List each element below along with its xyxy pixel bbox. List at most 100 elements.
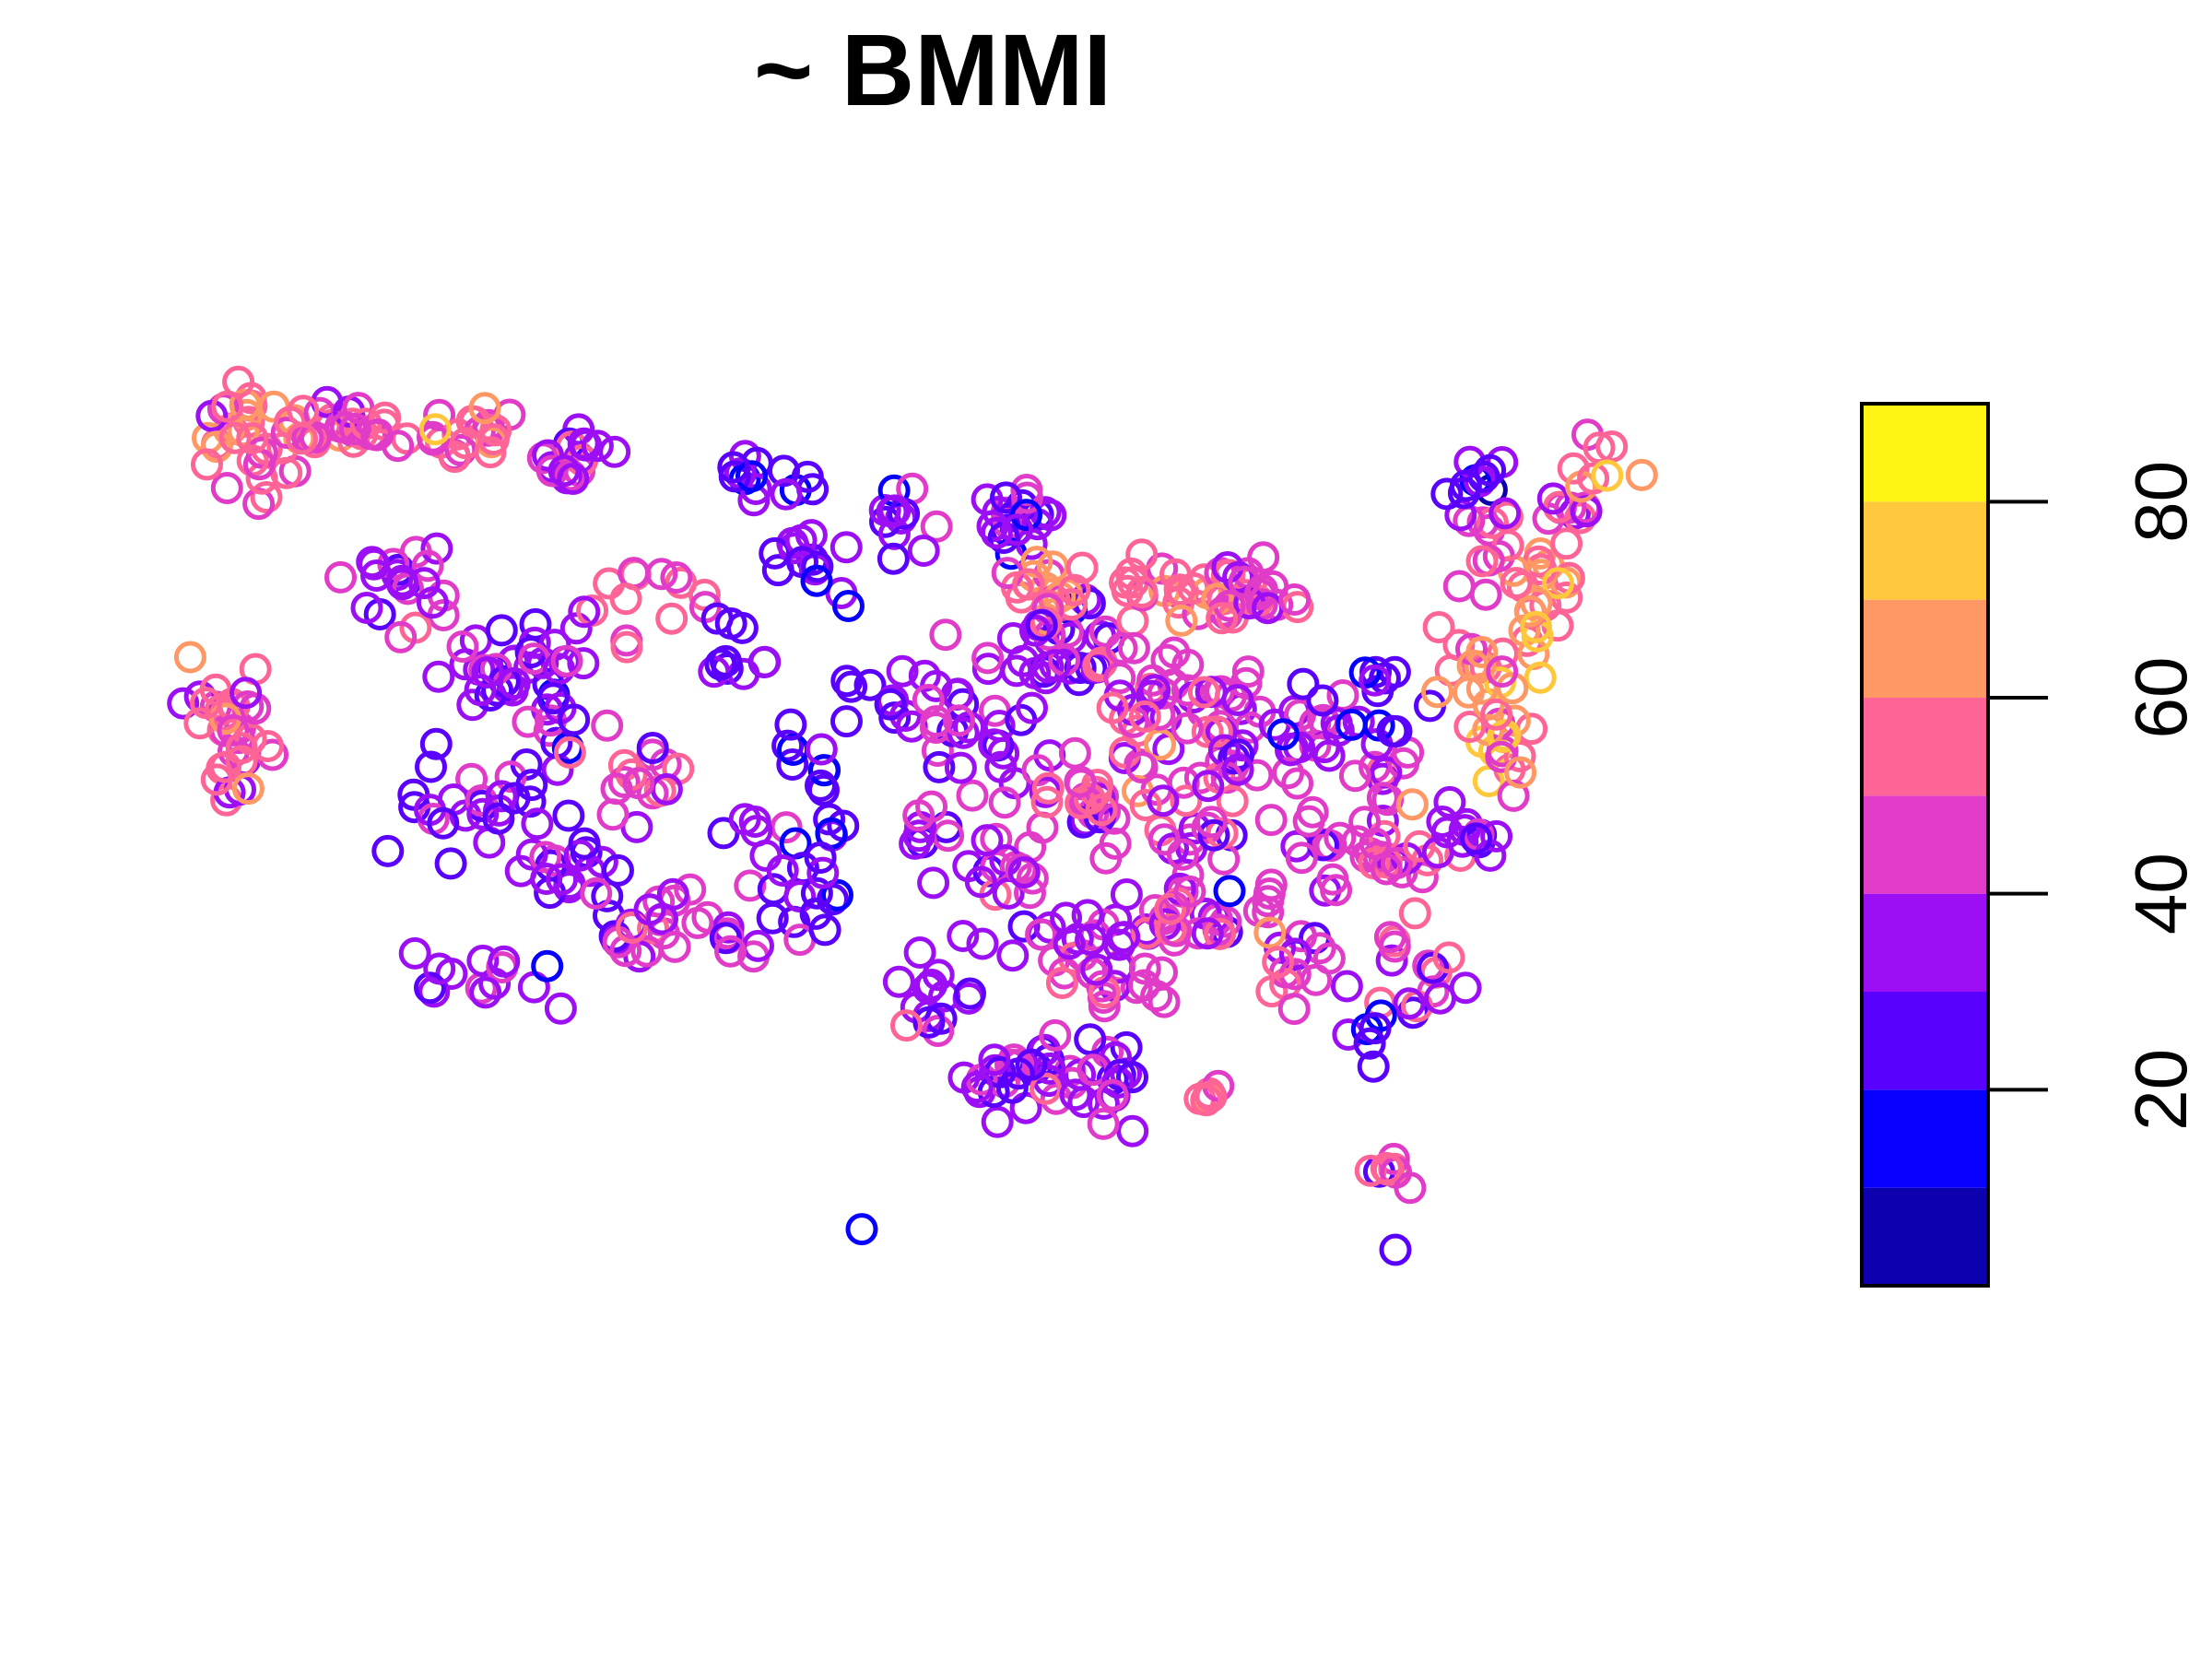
site-point [1520, 610, 1552, 643]
site-point [1442, 570, 1476, 603]
site-point [874, 688, 907, 721]
site-point [1504, 756, 1537, 789]
site-point [515, 838, 548, 871]
site-point [801, 550, 834, 583]
site-point [1108, 921, 1141, 954]
site-point [903, 936, 936, 969]
site-point [923, 750, 956, 783]
site-point [469, 976, 502, 1009]
site-point [645, 558, 678, 591]
plot-title: ~ BMMI [753, 14, 1112, 127]
site-point [748, 645, 782, 678]
site-point [804, 841, 837, 874]
site-point [535, 454, 569, 488]
site-point [515, 769, 548, 802]
site-point [1486, 655, 1519, 688]
site-point [1058, 573, 1091, 606]
site-point [709, 922, 742, 955]
site-point [1165, 604, 1198, 637]
site-point [1204, 917, 1236, 950]
site-point [1370, 853, 1403, 886]
site-point [580, 877, 613, 910]
site-point [1433, 785, 1466, 818]
site-point [607, 766, 641, 798]
site-point [225, 732, 258, 765]
site-point [557, 463, 590, 495]
site-point [419, 727, 453, 760]
site-point [1025, 608, 1058, 641]
site-point [1285, 841, 1318, 875]
site-point [191, 448, 223, 481]
legend-color-band [1862, 404, 1988, 502]
legend-color-band [1862, 795, 1988, 894]
site-point [1550, 527, 1583, 560]
site-point [674, 873, 707, 906]
site-point [622, 767, 655, 800]
site-point [418, 975, 451, 1008]
site-point [1015, 1048, 1048, 1081]
site-point [1050, 901, 1083, 935]
site-point [766, 854, 799, 887]
site-point [456, 688, 489, 722]
site-point [1191, 917, 1224, 950]
site-point [1030, 785, 1064, 818]
site-point [530, 863, 563, 895]
site-point [195, 399, 229, 432]
site-point [1536, 482, 1570, 515]
site-point [1213, 875, 1246, 908]
site-point [434, 847, 467, 880]
site-point [422, 660, 455, 693]
site-point [411, 549, 444, 582]
site-point [200, 430, 233, 464]
legend-color-band [1862, 501, 1988, 600]
site-point [568, 827, 601, 860]
site-point [1284, 699, 1316, 732]
legend-tick-label: 20 [2120, 1049, 2202, 1131]
site-point [1472, 765, 1505, 797]
site-point [531, 949, 564, 982]
site-point [964, 865, 997, 899]
site-point [1080, 953, 1113, 986]
site-point [830, 531, 863, 564]
site-point [1125, 538, 1159, 571]
site-point [552, 799, 585, 832]
site-point [464, 674, 497, 707]
site-point [190, 687, 222, 720]
site-point [1167, 766, 1200, 799]
site-point [1292, 805, 1325, 838]
site-point [414, 971, 446, 1005]
site-point [1496, 672, 1529, 705]
site-point [1591, 459, 1624, 492]
site-point [1030, 1072, 1063, 1105]
points-layer [167, 365, 1658, 1266]
site-point [1065, 551, 1099, 584]
site-point [1467, 460, 1500, 493]
site-point [596, 798, 629, 831]
site-point [466, 797, 500, 830]
site-point [770, 477, 803, 511]
site-point [1197, 818, 1230, 852]
site-point [1460, 822, 1493, 855]
site-point [1421, 676, 1453, 709]
site-point [1147, 823, 1181, 856]
site-point [835, 670, 868, 703]
site-point [1456, 649, 1489, 682]
site-point [598, 435, 631, 468]
site-point [1348, 656, 1382, 689]
site-point [947, 920, 980, 952]
site-point [1171, 712, 1204, 745]
site-point [920, 705, 953, 738]
site-point [1316, 863, 1349, 896]
site-point [1187, 676, 1220, 709]
site-point [468, 392, 501, 425]
site-point [591, 709, 624, 742]
site-point [960, 1071, 994, 1104]
site-point [1071, 899, 1104, 932]
site-point [800, 877, 833, 910]
site-point [1465, 545, 1499, 578]
site-point [1520, 587, 1553, 620]
site-point [287, 394, 320, 428]
site-point [1278, 583, 1312, 616]
site-point [471, 656, 504, 688]
site-point [609, 582, 642, 616]
